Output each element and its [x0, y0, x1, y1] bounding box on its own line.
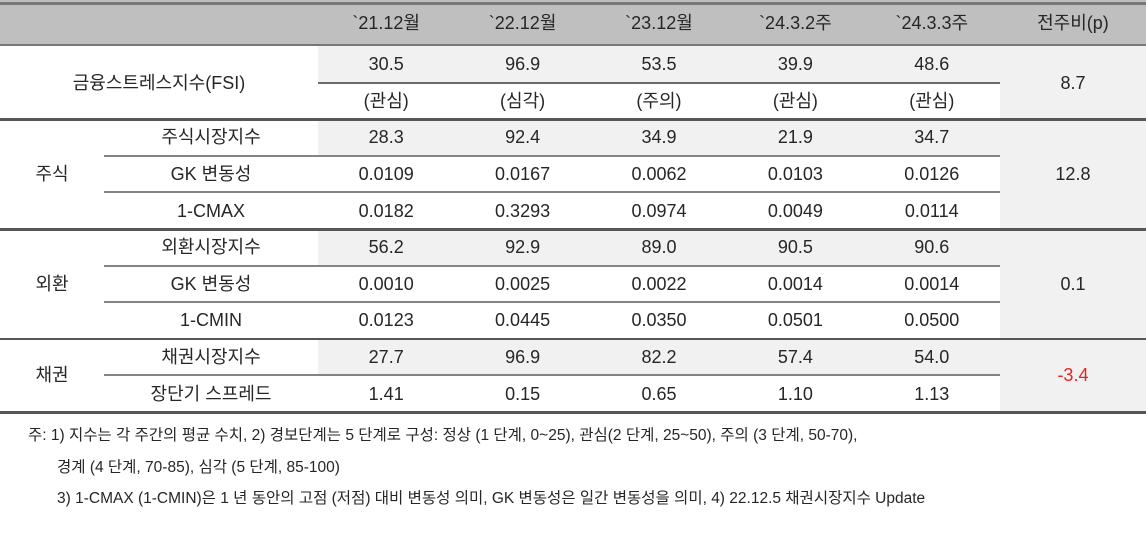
value-cell: 0.0167 [495, 164, 551, 185]
value-cell: 0.0062 [631, 164, 687, 185]
value-cell: 0.0025 [495, 273, 551, 294]
row-label: 1-CMAX [176, 200, 245, 221]
alert-level-cell: (관심) [909, 90, 955, 111]
value-cell: 0.0010 [358, 273, 414, 294]
wow-change-cell: 12.8 [999, 119, 1146, 229]
value-cell: 39.9 [727, 46, 864, 83]
value-cell: 27.7 [318, 338, 455, 376]
value-cell: 90.5 [727, 228, 864, 266]
value-cell: 54.0 [863, 338, 1000, 376]
value-cell: 1.10 [777, 383, 813, 404]
row-label: 주식시장지수 [161, 127, 261, 148]
value-cell: 0.0182 [358, 200, 414, 221]
value-cell: 0.0123 [358, 310, 414, 331]
alert-level-cell: (관심) [363, 90, 409, 111]
column-header: `24.3.3주 [863, 0, 1000, 46]
group-label: 채권 [35, 365, 69, 386]
fsi-label: 금융스트레스지수(FSI) [72, 72, 246, 93]
column-header-wow: 전주비(p) [999, 0, 1146, 46]
value-cell: 0.0109 [358, 164, 414, 185]
column-header: `21.12월 [318, 0, 455, 46]
value-cell: 0.3293 [495, 200, 551, 221]
value-cell: 28.3 [318, 119, 455, 156]
wow-change-cell: -3.4 [999, 338, 1146, 412]
value-cell: 53.5 [590, 46, 728, 83]
value-cell: 90.6 [863, 228, 1000, 266]
value-cell: 0.0126 [904, 164, 960, 185]
alert-level-cell: (관심) [772, 90, 818, 111]
value-cell: 48.6 [863, 46, 1000, 83]
value-cell: 0.15 [505, 383, 541, 404]
value-cell: 34.7 [863, 119, 1000, 156]
wow-change-cell: 0.1 [999, 228, 1146, 339]
value-cell: 0.0500 [904, 310, 960, 331]
value-cell: 96.9 [454, 46, 591, 83]
fsi-table-cells: `21.12월 `22.12월 `23.12월 `24.3.2주 `24.3.3주 전주비… [0, 0, 1146, 412]
fsi-table: `21.12월 `22.12월 `23.12월 `24.3.2주 `24.3.3주 전주비… [0, 0, 1146, 414]
footnote-line: 경계 (4 단계, 70-85), 심각 (5 단계, 85-100) [57, 458, 340, 476]
value-cell: 56.2 [318, 228, 455, 266]
row-label: GK 변동성 [170, 273, 252, 294]
value-cell: 34.9 [590, 119, 728, 156]
row-label: 채권시장지수 [161, 347, 261, 368]
row-label: 장단기 스프레드 [150, 383, 272, 404]
footnote-line: 3) 1-CMAX (1-CMIN)은 1 년 동안의 고점 (저점) 대비 변… [57, 490, 926, 507]
row-label: 1-CMIN [180, 310, 242, 331]
value-cell: 0.0114 [904, 200, 959, 221]
value-cell: 0.0014 [767, 273, 823, 294]
column-header: `23.12월 [590, 0, 728, 46]
footnote-line: 주: 1) 지수는 각 주간의 평균 수치, 2) 경보단계는 5 단계로 구성… [28, 427, 858, 444]
value-cell: 57.4 [727, 338, 864, 376]
value-cell: 0.0974 [631, 200, 687, 221]
row-label: 외환시장지수 [161, 237, 261, 258]
value-cell: 92.4 [454, 119, 591, 156]
group-label: 주식 [35, 164, 69, 185]
alert-level-cell: (심각) [500, 90, 546, 111]
value-cell: 0.0014 [904, 273, 960, 294]
value-cell: 30.5 [318, 46, 455, 83]
value-cell: 0.0501 [767, 310, 823, 331]
value-cell: 0.0103 [767, 164, 823, 185]
group-label: 외환 [35, 273, 69, 294]
wow-change-cell: 8.7 [999, 46, 1146, 120]
value-cell: 96.9 [454, 338, 591, 376]
value-cell: 1.41 [368, 383, 404, 404]
footnotes: 주: 1) 지수는 각 주간의 평균 수치, 2) 경보단계는 5 단계로 구성… [28, 420, 1138, 515]
column-header: `22.12월 [454, 0, 591, 46]
value-cell: 0.65 [641, 383, 677, 404]
alert-level-cell: (주의) [636, 90, 682, 111]
value-cell: 0.0350 [631, 310, 687, 331]
column-header: `24.3.2주 [727, 0, 864, 46]
value-cell: 0.0049 [767, 200, 823, 221]
value-cell: 21.9 [727, 119, 864, 156]
value-cell: 89.0 [590, 228, 728, 266]
value-cell: 0.0022 [631, 273, 687, 294]
value-cell: 1.13 [914, 383, 950, 404]
value-cell: 92.9 [454, 228, 591, 266]
row-label: GK 변동성 [170, 164, 252, 185]
value-cell: 0.0445 [495, 310, 551, 331]
header-blank-cell [0, 0, 318, 46]
value-cell: 82.2 [590, 338, 728, 376]
